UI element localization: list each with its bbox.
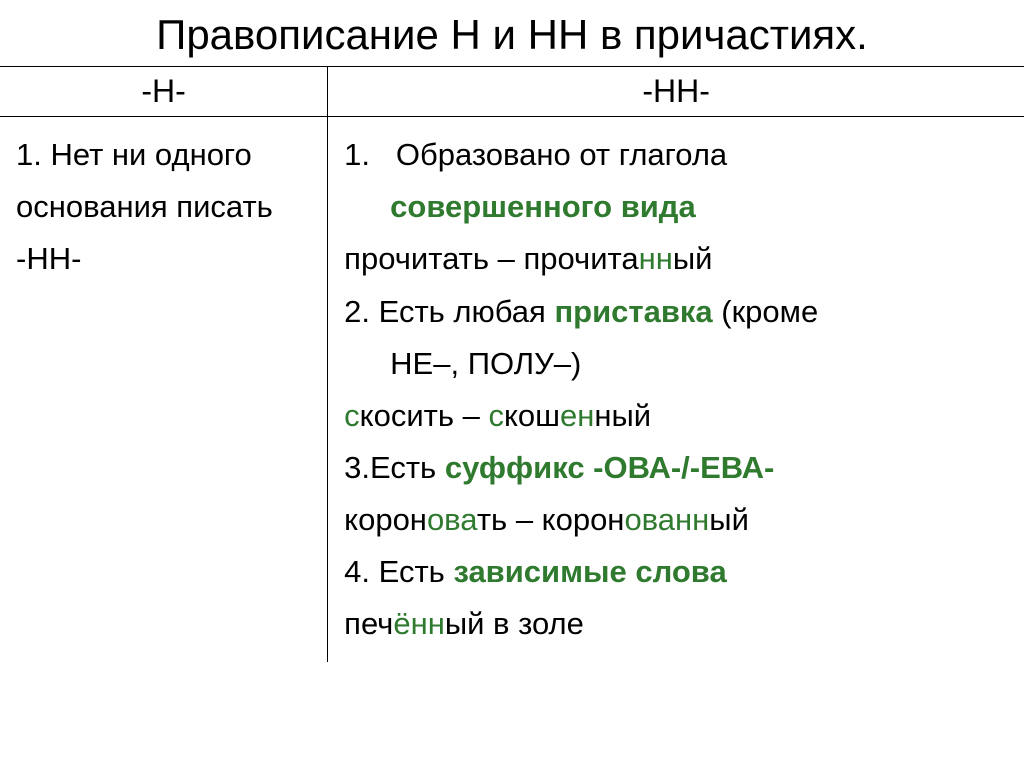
nn-rule1-line2: совершенного вида	[344, 183, 1008, 231]
rules-table: -Н- -НН- 1. Нет ни одного основания писа…	[0, 66, 1024, 661]
nn-rule2-line2: НЕ–, ПОЛУ–)	[344, 340, 1008, 388]
text: 2. Есть любая	[344, 294, 554, 329]
nn-rule1-example: прочитать – прочитанный	[344, 235, 1008, 283]
highlight: с	[488, 398, 504, 433]
nn-rule3-line1: 3.Есть суффикс -ОВА-/-ЕВА-	[344, 444, 1008, 492]
cell-nn: 1. Образовано от глагола совершенного ви…	[328, 117, 1024, 662]
text: Образовано от глагола	[396, 137, 727, 172]
highlight: ова	[427, 502, 477, 537]
table-body-row: 1. Нет ни одного основания писать -НН- 1…	[0, 117, 1024, 662]
text: корон	[344, 502, 427, 537]
nn-rule4-example: печённый в золе	[344, 600, 1008, 648]
text: НЕ–, ПОЛУ–)	[390, 346, 581, 381]
highlight: ен	[560, 398, 594, 433]
nn-rule4-line1: 4. Есть зависимые слова	[344, 548, 1008, 596]
text: ый	[709, 502, 749, 537]
text: 3.Есть	[344, 450, 445, 485]
text: ый	[673, 241, 713, 276]
page-title: Правописание Н и НН в причастиях.	[0, 0, 1024, 66]
text: 1.	[344, 137, 370, 172]
nn-rule1-line1: 1. Образовано от глагола	[344, 131, 1008, 179]
n-rule-line2: основания писать	[16, 183, 311, 231]
text: косить –	[360, 398, 489, 433]
table-header-row: -Н- -НН-	[0, 67, 1024, 117]
text: ть – корон	[477, 502, 625, 537]
n-rule-line1: 1. Нет ни одного	[16, 131, 311, 179]
nn-rule2-line1: 2. Есть любая приставка (кроме	[344, 288, 1008, 336]
highlight: суффикс -ОВА-/-ЕВА-	[445, 450, 775, 485]
nn-rule2-example: скосить – скошенный	[344, 392, 1008, 440]
highlight: с	[344, 398, 360, 433]
highlight: ённ	[393, 606, 444, 641]
text: ый в золе	[445, 606, 584, 641]
highlight: приставка	[554, 294, 712, 329]
n-rule-line3: -НН-	[16, 235, 311, 283]
header-nn: -НН-	[328, 67, 1024, 117]
text: ый	[612, 398, 652, 433]
text: (кроме	[713, 294, 819, 329]
text: н	[594, 398, 611, 433]
nn-rule3-example: короновать – коронованный	[344, 496, 1008, 544]
highlight: зависимые слова	[453, 554, 726, 589]
highlight: нн	[639, 241, 673, 276]
text: печ	[344, 606, 393, 641]
text: 4. Есть	[344, 554, 453, 589]
cell-n: 1. Нет ни одного основания писать -НН-	[0, 117, 328, 662]
highlight: совершенного вида	[390, 189, 696, 224]
highlight: ова	[624, 502, 675, 537]
slide-container: Правописание Н и НН в причастиях. -Н- -Н…	[0, 0, 1024, 767]
text: прочитать – прочита	[344, 241, 638, 276]
header-n: -Н-	[0, 67, 328, 117]
highlight: нн	[675, 502, 709, 537]
text: кош	[504, 398, 560, 433]
